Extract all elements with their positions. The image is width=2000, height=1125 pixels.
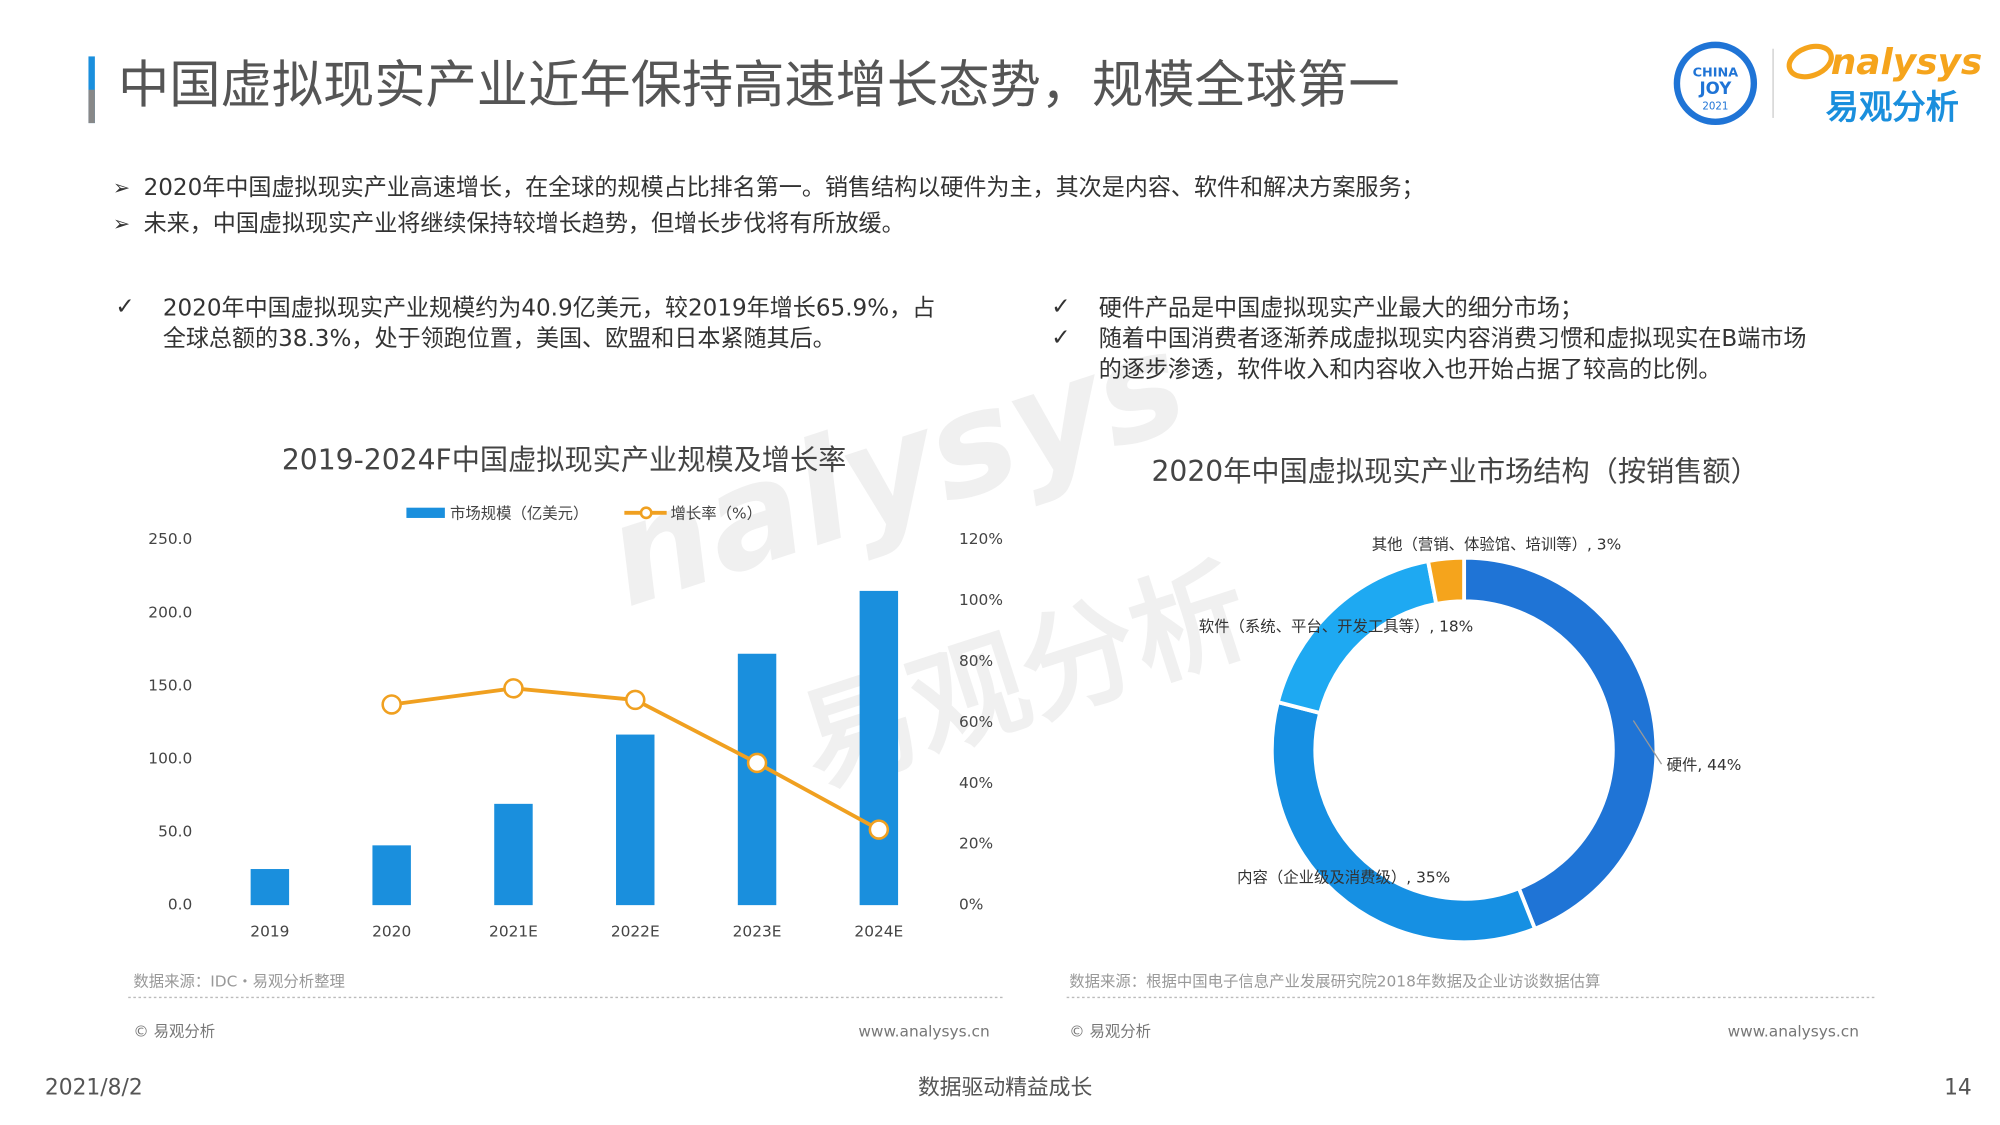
event-logo [1673, 41, 1758, 126]
summary-text: 未来，中国虚拟现实产业将继续保持较增长趋势，但增长步伐将有所放缓。 [144, 211, 905, 237]
source-note: 数据来源：根据中国电子信息产业发展研究院2018年数据及企业访谈数据估算 [1069, 972, 1600, 991]
event-logo-text: CHINA [1693, 66, 1739, 81]
point-text: 的逐步渗透，软件收入和内容收入也开始占据了较高的比例。 [1099, 357, 1722, 383]
x-tick-label: 2023E [733, 923, 782, 941]
y2-tick-label: 0% [959, 896, 983, 914]
x-tick-label: 2021E [489, 923, 538, 941]
watermark: 易观分析 [785, 543, 1265, 813]
bar [859, 590, 899, 906]
bullet-icon: ➢ [113, 175, 130, 199]
bar [616, 734, 655, 906]
point-text: 随着中国消费者逐渐养成虚拟现实内容消费习惯和虚拟现实在B端市场 [1099, 326, 1807, 352]
legend-swatch [406, 507, 445, 518]
slice-label: 硬件, 44% [1667, 756, 1742, 774]
legend-swatch [639, 506, 653, 520]
x-tick-label: 2022E [611, 923, 660, 941]
brand-swoosh [1786, 43, 1834, 80]
y-tick-label: 250.0 [148, 530, 192, 548]
copyright: © 易观分析 [1069, 1023, 1151, 1041]
summary-text: 2020年中国虚拟现实产业高速增长，在全球的规模占比排名第一。销售结构以硬件为主… [144, 175, 1425, 201]
check-icon: ✓ [1051, 325, 1070, 351]
line-point [503, 678, 524, 699]
slice-label: 其他（营销、体验馆、培训等）, 3% [1372, 535, 1621, 553]
x-tick-label: 2020 [372, 923, 411, 941]
x-tick-label: 2024E [854, 923, 903, 941]
copyright: © 易观分析 [133, 1023, 215, 1041]
url: www.analysys.cn [1728, 1023, 1859, 1041]
y2-tick-label: 100% [959, 591, 1003, 609]
donut-slice [1462, 555, 1659, 932]
y-tick-label: 100.0 [148, 749, 192, 767]
brand-logo-cn: 易观分析 [1826, 87, 1959, 126]
point-text: 2020年中国虚拟现实产业规模约为40.9亿美元，较2019年增长65.9%，占 [163, 295, 935, 321]
slice-label: 软件（系统、平台、开发工具等）, 18% [1199, 617, 1474, 635]
y2-tick-label: 20% [959, 835, 993, 853]
check-icon: ✓ [115, 294, 134, 320]
line-point [868, 819, 890, 840]
event-logo-text: 2021 [1702, 100, 1728, 112]
footer-slogan: 数据驱动精益成长 [918, 1075, 1092, 1100]
event-logo-text: JOY [1698, 79, 1732, 98]
point-text: 硬件产品是中国虚拟现实产业最大的细分市场； [1099, 295, 1583, 321]
source-note: 数据来源：IDC・易观分析整理 [133, 973, 345, 991]
x-tick-label: 2019 [250, 923, 289, 941]
bar [494, 803, 533, 906]
brand-logo: nalysys [1831, 42, 1983, 83]
line-point [746, 752, 768, 774]
y-tick-label: 200.0 [148, 603, 192, 621]
slide-title: 中国虚拟现实产业近年保持高速增长态势，规模全球第一 [118, 55, 1400, 115]
y2-tick-label: 80% [959, 652, 993, 670]
url: www.analysys.cn [858, 1023, 989, 1041]
chart-title: 2020年中国虚拟现实产业市场结构（按销售额） [1151, 455, 1758, 488]
donut-slice [1275, 558, 1439, 716]
legend-label: 市场规模（亿美元） [450, 505, 588, 523]
y-tick-label: 150.0 [148, 676, 192, 694]
line-point [625, 689, 646, 711]
bar [372, 845, 411, 906]
bullet-icon: ➢ [113, 211, 130, 235]
footer-date: 2021/8/2 [45, 1075, 143, 1100]
donut-slice [1425, 555, 1467, 607]
y2-tick-label: 120% [959, 530, 1003, 548]
legend-label: 增长率（%） [671, 505, 762, 523]
y-tick-label: 0.0 [168, 896, 192, 914]
point-text: 全球总额的38.3%，处于领跑位置，美国、欧盟和日本紧随其后。 [163, 326, 836, 352]
bar [250, 869, 290, 906]
chart-title: 2019-2024F中国虚拟现实产业规模及增长率 [282, 444, 846, 477]
line-point [381, 694, 402, 715]
bar [737, 653, 777, 906]
y2-tick-label: 40% [959, 774, 993, 792]
page-number: 14 [1944, 1075, 1972, 1100]
check-icon: ✓ [1051, 294, 1070, 320]
y-tick-label: 50.0 [158, 823, 192, 841]
y2-tick-label: 60% [959, 713, 993, 731]
donut-slice [1269, 699, 1538, 945]
slice-label: 内容（企业级及消费级）, 35% [1237, 869, 1450, 887]
leader-line [1632, 720, 1663, 765]
title-accent-gray [88, 89, 95, 124]
